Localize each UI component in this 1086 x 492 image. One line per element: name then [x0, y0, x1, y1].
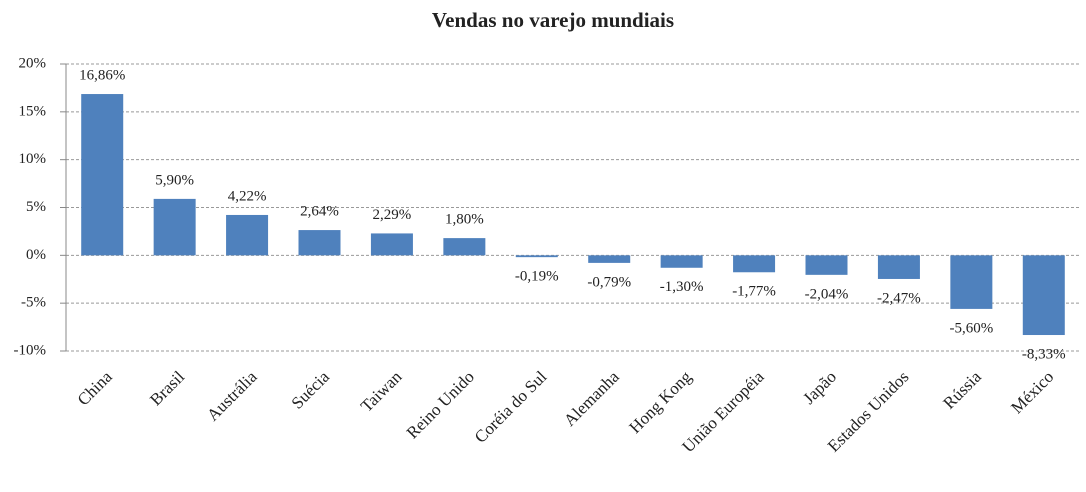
x-tick-label: Alemanha — [560, 367, 623, 430]
x-tick-label: Taiwan — [357, 367, 406, 416]
bar — [877, 255, 920, 279]
value-label: -5,60% — [949, 320, 993, 336]
value-label: -0,19% — [515, 269, 559, 285]
y-tick-label: 5% — [26, 199, 46, 215]
value-label: -0,79% — [587, 274, 631, 290]
x-tick-label: Coréia do Sul — [471, 367, 551, 447]
value-label: 2,29% — [373, 207, 412, 223]
bar — [443, 238, 486, 256]
value-label: -1,30% — [660, 279, 704, 295]
y-tick-label: 15% — [19, 103, 47, 119]
x-tick-label: Austrália — [203, 367, 261, 425]
bar — [733, 255, 776, 273]
bar — [81, 94, 124, 256]
x-tick-label: Reino Unido — [403, 367, 478, 442]
x-tick-label: China — [74, 367, 116, 409]
x-tick-label: Japão — [799, 367, 840, 408]
x-tick-label: Hong Kong — [625, 367, 695, 437]
bar — [588, 255, 631, 263]
bar — [226, 214, 269, 256]
bar — [515, 255, 558, 258]
y-tick-label: 10% — [19, 151, 47, 167]
bar — [805, 255, 848, 275]
value-label: -2,04% — [805, 286, 849, 302]
y-tick-label: -5% — [21, 295, 46, 311]
value-label: -8,33% — [1022, 346, 1066, 362]
value-label: 2,64% — [300, 204, 339, 220]
chart-title: Vendas no varejo mundiais — [432, 8, 674, 32]
bar — [1022, 255, 1065, 336]
bar — [153, 198, 196, 256]
value-label: 16,86% — [79, 67, 125, 83]
bar — [950, 255, 993, 309]
y-tick-label: -10% — [14, 342, 47, 358]
x-tick-label: Brasil — [146, 367, 188, 409]
x-tick-label: Rússia — [939, 367, 985, 413]
value-label: 4,22% — [228, 188, 267, 204]
value-label: 1,80% — [445, 212, 484, 228]
value-label: -2,47% — [877, 290, 921, 306]
x-tick-label: Suécia — [288, 367, 334, 413]
value-label: -1,77% — [732, 284, 776, 300]
y-tick-label: 0% — [26, 247, 46, 263]
bar — [298, 230, 341, 256]
bar — [660, 255, 703, 268]
value-label: 5,90% — [155, 172, 194, 188]
y-tick-label: 20% — [19, 55, 47, 71]
bar — [370, 233, 413, 256]
x-tick-label: México — [1007, 367, 1057, 417]
